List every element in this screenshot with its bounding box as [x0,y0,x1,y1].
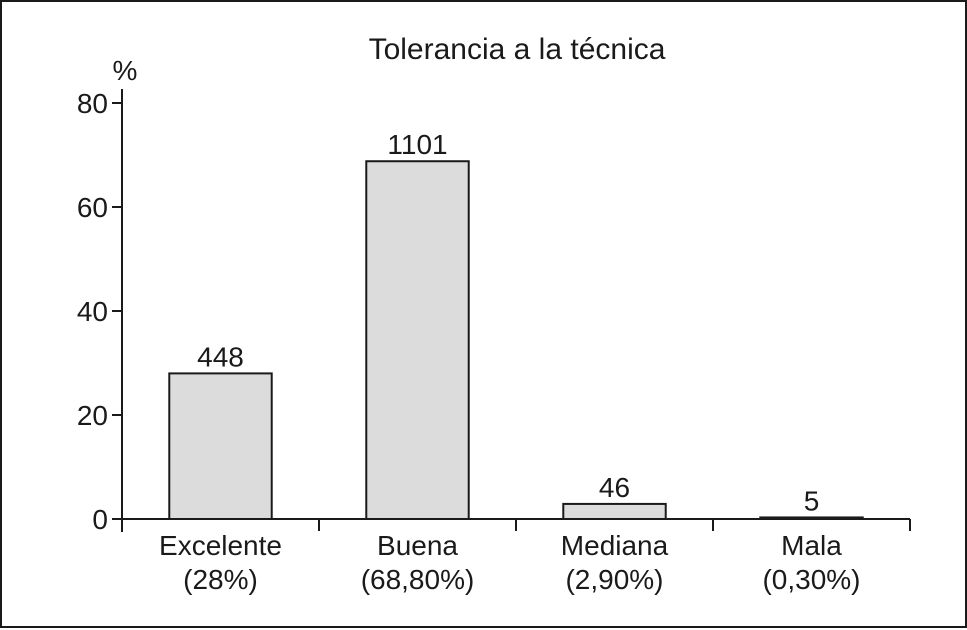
bar-excelente [168,372,273,520]
bars: 448 Excelente(28%) 1101 Buena(68,80%) 46 Medi… [159,129,911,595]
y-tick-label: 80 [77,88,108,119]
y-axis-label: % [113,55,138,86]
y-ticks: 0 20 40 60 80 [77,88,122,535]
category-label: Excelente [159,530,282,561]
bar-data-label: 46 [599,472,630,503]
y-tick-label: 0 [92,504,108,535]
category-percent-label: (0,30%) [762,564,860,595]
bar-mediana [562,502,667,521]
y-tick-label: 40 [77,296,108,327]
category-label: Mala [781,530,842,561]
category-percent-label: (2,90%) [565,564,663,595]
y-tick-label: 60 [77,192,108,223]
category-percent-label: (68,80%) [361,564,475,595]
bar-data-label: 448 [197,341,244,372]
bar-mala [759,516,864,521]
bar-buena [365,160,470,521]
y-tick-label: 20 [77,400,108,431]
bar-data-label: 1101 [387,129,447,160]
category-label: Buena [377,530,458,561]
chart-title: Tolerancia a la técnica [369,33,666,66]
bar-data-label: 5 [804,485,820,516]
category-percent-label: (28%) [183,564,258,595]
category-label: Mediana [561,530,669,561]
